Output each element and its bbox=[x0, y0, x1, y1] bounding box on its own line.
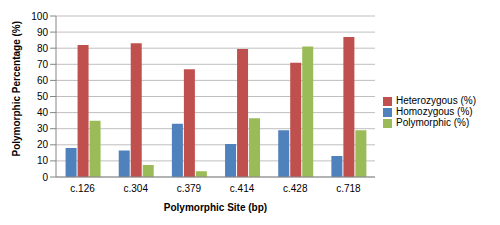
svg-text:90: 90 bbox=[37, 27, 49, 38]
svg-text:c.379: c.379 bbox=[177, 183, 202, 194]
svg-text:30: 30 bbox=[37, 123, 49, 134]
svg-text:c.428: c.428 bbox=[283, 183, 308, 194]
svg-text:c.414: c.414 bbox=[230, 183, 255, 194]
svg-text:c.304: c.304 bbox=[124, 183, 149, 194]
svg-text:80: 80 bbox=[37, 43, 49, 54]
html-text:Homozygous (%): Homozygous (%) bbox=[396, 106, 473, 117]
svg-text:10: 10 bbox=[37, 155, 49, 166]
svg-text:40: 40 bbox=[37, 107, 49, 118]
svg-text:70: 70 bbox=[37, 59, 49, 70]
svg-text:Polymorphic Site (bp): Polymorphic Site (bp) bbox=[164, 202, 267, 213]
html-text:Heterozygous (%): Heterozygous (%) bbox=[396, 95, 476, 106]
svg-text:c.718: c.718 bbox=[336, 183, 361, 194]
svg-text:20: 20 bbox=[37, 139, 49, 150]
svg-text:0: 0 bbox=[42, 172, 48, 183]
svg-text:60: 60 bbox=[37, 75, 49, 86]
html-text:Polymorphic (%): Polymorphic (%) bbox=[396, 117, 470, 128]
svg-text:c.126: c.126 bbox=[70, 183, 95, 194]
svg-text:100: 100 bbox=[31, 11, 48, 22]
svg-text:50: 50 bbox=[37, 91, 49, 102]
svg-text:Polymorphic Percentage (%): Polymorphic Percentage (%) bbox=[11, 21, 22, 157]
